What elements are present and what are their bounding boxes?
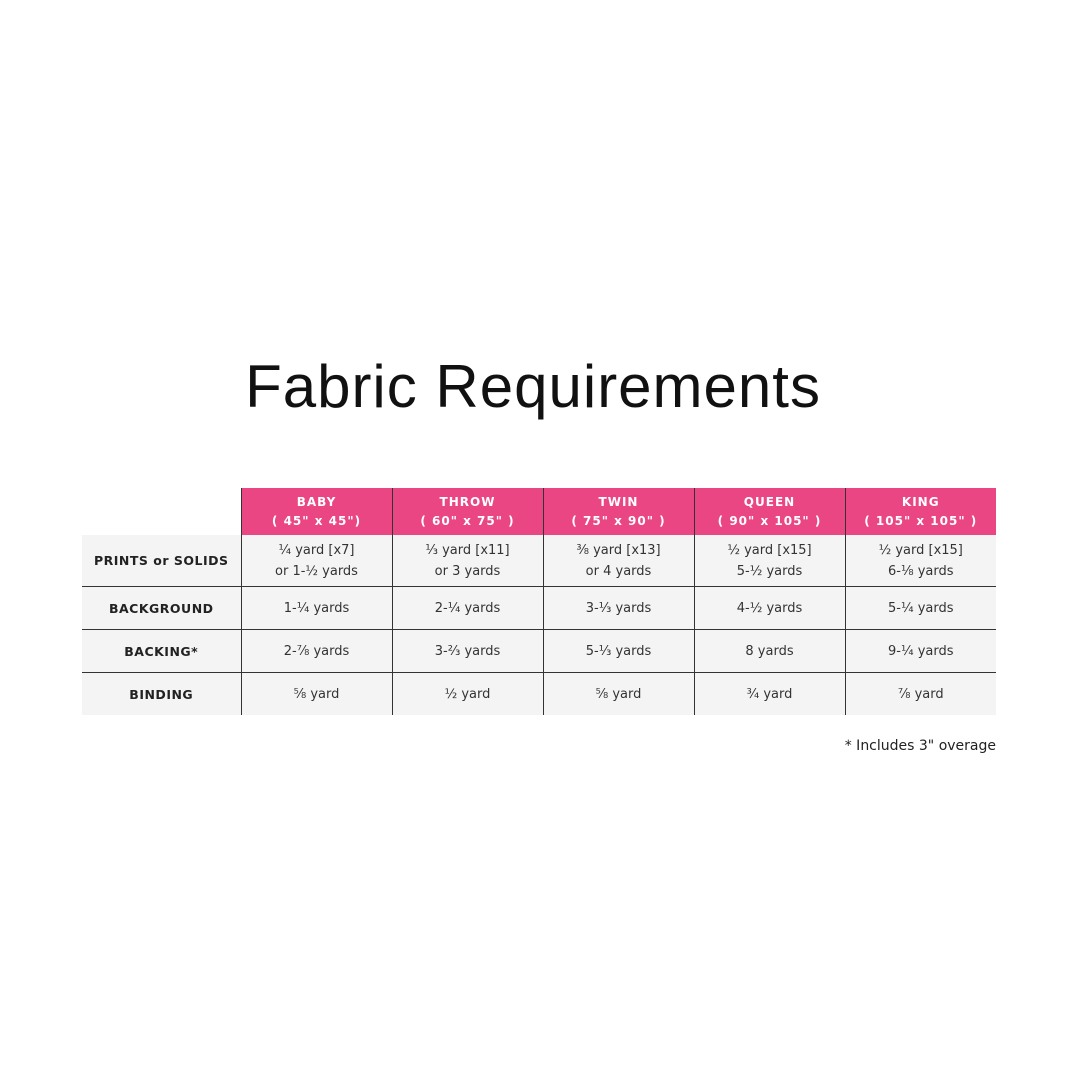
table-cell: 4-½ yards bbox=[693, 586, 845, 630]
cell-line: ⅝ yard bbox=[595, 686, 642, 702]
column-name: TWIN bbox=[598, 494, 639, 509]
cell-line: 3-⅔ yards bbox=[434, 643, 501, 659]
table-cell: 2-⅞ yards bbox=[240, 629, 392, 673]
cell-line: 5-½ yards bbox=[736, 563, 803, 579]
column-size: ( 90" x 105" ) bbox=[717, 513, 822, 528]
table-row: BACKGROUND 1-¼ yards 2-¼ yards 3-⅓ yards 4-½… bbox=[82, 586, 996, 630]
row-label: BACKGROUND bbox=[82, 586, 241, 630]
cell-line: 9-¼ yards bbox=[888, 643, 954, 659]
cell-line: ⅓ yard [x11] bbox=[425, 542, 510, 558]
cell-line: 2-¼ yards bbox=[434, 600, 501, 616]
table-cell: 3-⅔ yards bbox=[391, 629, 543, 673]
cell-line: 4-½ yards bbox=[736, 600, 803, 616]
column-name: THROW bbox=[439, 494, 496, 509]
table-cell: 2-¼ yards bbox=[391, 586, 543, 630]
table-cell: 1-¼ yards bbox=[240, 586, 392, 630]
cell-line: 5-¼ yards bbox=[888, 600, 954, 616]
column-header-king: KING ( 105" x 105" ) bbox=[844, 488, 996, 535]
table-cell: 5-⅓ yards bbox=[542, 629, 694, 673]
table-row: PRINTS or SOLIDS ¼ yard [x7] or 1-½ yards ⅓… bbox=[82, 535, 996, 587]
table-cell: 8 yards bbox=[693, 629, 845, 673]
table-row: BACKING* 2-⅞ yards 3-⅔ yards 5-⅓ yards 8 yar… bbox=[82, 629, 996, 673]
table-cell: ½ yard [x15] 5-½ yards bbox=[693, 535, 845, 587]
table-cell: ¾ yard bbox=[693, 672, 845, 715]
cell-line: ½ yard bbox=[444, 686, 491, 702]
table-cell: ⅝ yard bbox=[542, 672, 694, 715]
cell-line: or 3 yards bbox=[434, 563, 501, 579]
table-cell: 9-¼ yards bbox=[844, 629, 996, 673]
column-name: QUEEN bbox=[743, 494, 796, 509]
column-name: BABY bbox=[296, 494, 337, 509]
cell-line: 8 yards bbox=[745, 643, 794, 659]
page-title: Fabric Requirements bbox=[245, 353, 821, 420]
column-size: ( 60" x 75" ) bbox=[420, 513, 515, 528]
table-cell: ¼ yard [x7] or 1-½ yards bbox=[240, 535, 392, 587]
header-blank bbox=[82, 488, 241, 535]
row-label: BINDING bbox=[82, 672, 241, 715]
table-cell: ⅝ yard bbox=[240, 672, 392, 715]
table-row: BINDING ⅝ yard ½ yard ⅝ yard ¾ yard ⅞ yard bbox=[82, 672, 996, 715]
cell-line: ⅝ yard bbox=[293, 686, 340, 702]
header-row: BABY ( 45" x 45") THROW ( 60" x 75" ) TWIN ( … bbox=[82, 488, 996, 535]
cell-line: ½ yard [x15] bbox=[727, 542, 812, 558]
footnote: * Includes 3" overage bbox=[844, 738, 996, 754]
column-name: KING bbox=[901, 494, 940, 509]
cell-line: 5-⅓ yards bbox=[585, 643, 652, 659]
cell-line: or 1-½ yards bbox=[275, 563, 358, 579]
fabric-requirements-table: BABY ( 45" x 45") THROW ( 60" x 75" ) TWIN ( … bbox=[82, 488, 996, 715]
cell-line: ⅞ yard bbox=[897, 686, 944, 702]
table-cell: ½ yard bbox=[391, 672, 543, 715]
column-size: ( 105" x 105" ) bbox=[864, 513, 978, 528]
cell-line: 3-⅓ yards bbox=[585, 600, 652, 616]
column-header-twin: TWIN ( 75" x 90" ) bbox=[542, 488, 694, 535]
column-header-queen: QUEEN ( 90" x 105" ) bbox=[693, 488, 845, 535]
row-label: PRINTS or SOLIDS bbox=[82, 535, 241, 587]
column-header-baby: BABY ( 45" x 45") bbox=[240, 488, 392, 535]
table-cell: 3-⅓ yards bbox=[542, 586, 694, 630]
cell-line: or 4 yards bbox=[585, 563, 652, 579]
table-cell: ⅞ yard bbox=[844, 672, 996, 715]
table-cell: 5-¼ yards bbox=[844, 586, 996, 630]
cell-line: 2-⅞ yards bbox=[283, 643, 350, 659]
cell-line: 1-¼ yards bbox=[283, 600, 350, 616]
table-cell: ⅓ yard [x11] or 3 yards bbox=[391, 535, 543, 587]
column-size: ( 75" x 90" ) bbox=[571, 513, 666, 528]
cell-line: ¾ yard bbox=[746, 686, 793, 702]
table-cell: ½ yard [x15] 6-⅛ yards bbox=[844, 535, 996, 587]
table-cell: ⅜ yard [x13] or 4 yards bbox=[542, 535, 694, 587]
cell-line: ¼ yard [x7] bbox=[278, 542, 355, 558]
cell-line: 6-⅛ yards bbox=[888, 563, 954, 579]
cell-line: ⅜ yard [x13] bbox=[576, 542, 661, 558]
cell-line: ½ yard [x15] bbox=[878, 542, 963, 558]
row-label: BACKING* bbox=[82, 629, 241, 673]
column-size: ( 45" x 45") bbox=[271, 513, 362, 528]
column-header-throw: THROW ( 60" x 75" ) bbox=[391, 488, 543, 535]
